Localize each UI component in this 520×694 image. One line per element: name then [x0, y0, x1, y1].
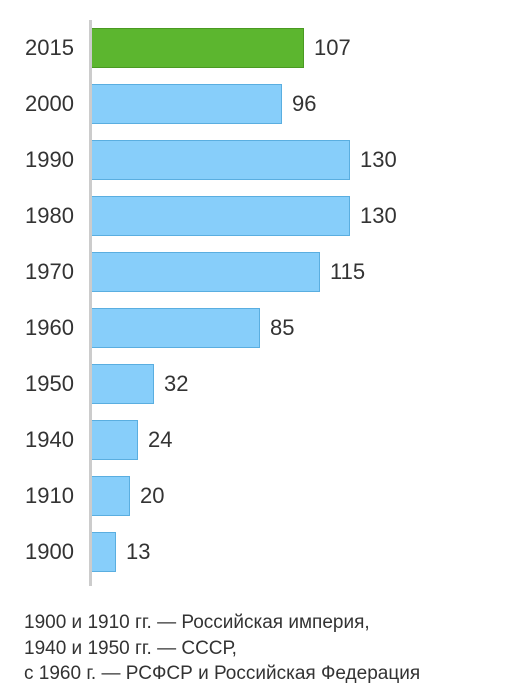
value-label: 32 [154, 371, 188, 397]
value-label: 115 [320, 259, 365, 285]
footnote-line: с 1960 г. — РСФСР и Российская Федерация [24, 661, 520, 687]
bar-area: 13 [90, 524, 520, 580]
bar-area: 130 [90, 132, 520, 188]
bar [90, 476, 130, 516]
bar [90, 252, 320, 292]
bar-area: 130 [90, 188, 520, 244]
year-label: 1910 [0, 483, 90, 509]
y-axis-line [89, 20, 92, 586]
bar-area: 32 [90, 356, 520, 412]
year-label: 1970 [0, 259, 90, 285]
bar [90, 28, 304, 68]
year-label: 2000 [0, 91, 90, 117]
bar-area: 115 [90, 244, 520, 300]
year-label: 1980 [0, 203, 90, 229]
value-label: 85 [260, 315, 294, 341]
footnote-line: 1900 и 1910 гг. — Российская империя, [24, 610, 520, 636]
bar-area: 85 [90, 300, 520, 356]
bar-row: 1980 130 [0, 188, 520, 244]
value-label: 130 [350, 203, 397, 229]
bar-row: 1910 20 [0, 468, 520, 524]
bar-area: 107 [90, 20, 520, 76]
bar-area: 20 [90, 468, 520, 524]
year-label: 1940 [0, 427, 90, 453]
bar [90, 140, 350, 180]
year-label: 1900 [0, 539, 90, 565]
bar-row: 1940 24 [0, 412, 520, 468]
bar-row: 1970 115 [0, 244, 520, 300]
bar [90, 364, 154, 404]
footnote-line: 1940 и 1950 гг. — СССР, [24, 636, 520, 662]
bar [90, 84, 282, 124]
year-label: 1950 [0, 371, 90, 397]
bar [90, 308, 260, 348]
value-label: 24 [138, 427, 172, 453]
year-label: 1990 [0, 147, 90, 173]
bar-row: 1960 85 [0, 300, 520, 356]
bar [90, 420, 138, 460]
bar-rows: 2015 107 2000 96 1990 130 1980 130 1970 115 1960 85… [0, 20, 520, 580]
bar-row: 1900 13 [0, 524, 520, 580]
value-label: 20 [130, 483, 164, 509]
bar-row: 1950 32 [0, 356, 520, 412]
bar [90, 196, 350, 236]
bar-chart: 2015 107 2000 96 1990 130 1980 130 1970 115 1960 85… [0, 0, 520, 580]
year-label: 2015 [0, 35, 90, 61]
bar-area: 24 [90, 412, 520, 468]
year-label: 1960 [0, 315, 90, 341]
bar-area: 96 [90, 76, 520, 132]
bar-row: 2000 96 [0, 76, 520, 132]
value-label: 130 [350, 147, 397, 173]
bar-row: 2015 107 [0, 20, 520, 76]
value-label: 13 [116, 539, 150, 565]
value-label: 96 [282, 91, 316, 117]
bar [90, 532, 116, 572]
value-label: 107 [304, 35, 351, 61]
chart-footnote: 1900 и 1910 гг. — Российская империя, 19… [0, 610, 520, 687]
bar-row: 1990 130 [0, 132, 520, 188]
